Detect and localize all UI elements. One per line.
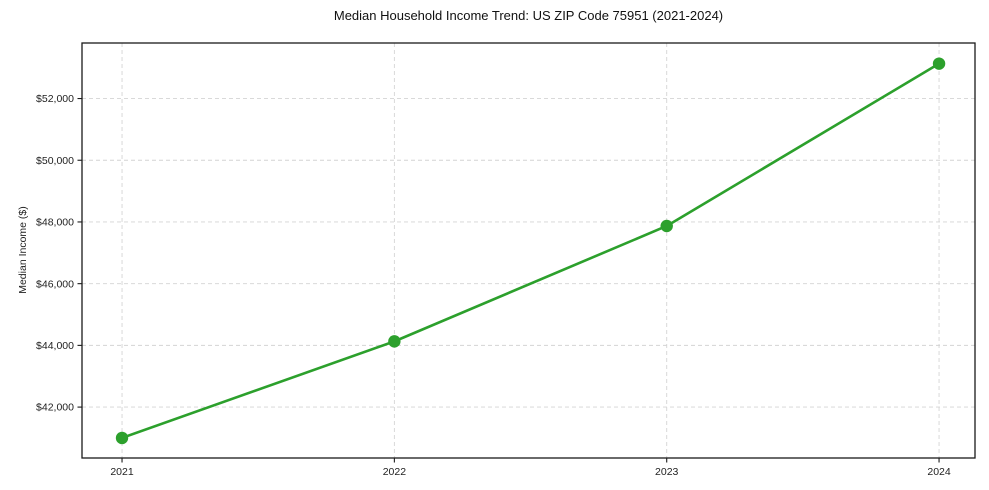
- y-tick-label: $50,000: [36, 155, 74, 167]
- data-point-2024: [932, 57, 946, 70]
- y-tick-label: $52,000: [36, 93, 74, 105]
- y-tick-label: $42,000: [36, 402, 74, 414]
- plot-border: [81, 42, 976, 459]
- tick-labels: 2021 2022 2023 2024 $42,000 $44,000 $46,000 $48…: [36, 93, 951, 478]
- y-tick-label: $48,000: [36, 217, 74, 229]
- y-axis-label: Median Income ($): [17, 206, 29, 294]
- y-tick-label: $46,000: [36, 278, 74, 290]
- x-tick-label: 2023: [655, 466, 679, 478]
- y-tick-label: $44,000: [36, 340, 74, 352]
- data-point-2022: [388, 335, 401, 348]
- data-point-2021: [115, 431, 129, 445]
- axis-ticks: [77, 97, 940, 463]
- x-tick-label: 2022: [383, 466, 407, 478]
- x-tick-label: 2021: [110, 466, 134, 478]
- chart-title: Median Household Income Trend: US ZIP Co…: [333, 8, 724, 23]
- income-trend-line: [120, 62, 941, 440]
- data-point-2023: [660, 219, 673, 233]
- gridlines: [82, 43, 975, 458]
- x-tick-label: 2024: [927, 466, 951, 478]
